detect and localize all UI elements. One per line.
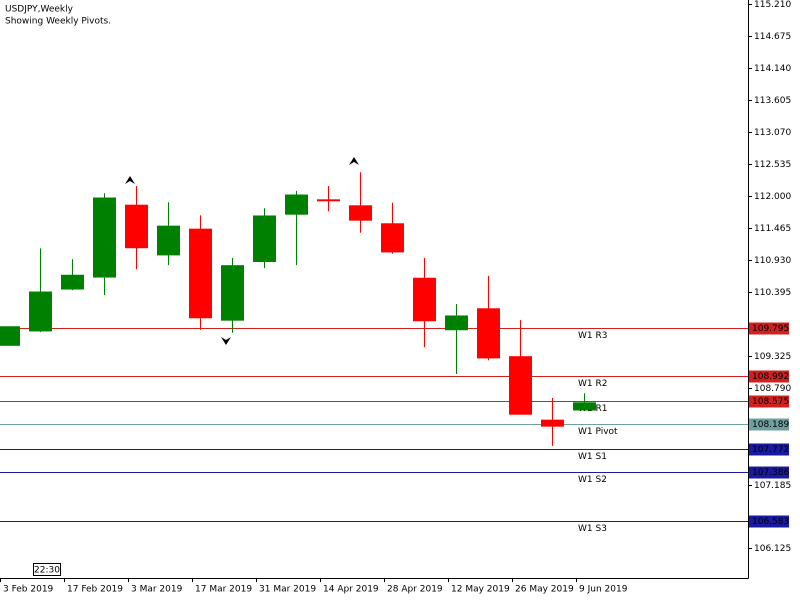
price-tag (749, 395, 789, 408)
y-tick-label: 114.140 (754, 64, 791, 74)
candle-body (125, 204, 148, 249)
x-tick-label: 14 Apr 2019 (323, 585, 379, 595)
y-tick-label: 107.185 (754, 481, 791, 491)
candle-body (253, 215, 276, 262)
pivot-label: W1 S1 (578, 452, 607, 462)
pivot-label: W1 R2 (578, 379, 607, 389)
candle-body (477, 308, 500, 359)
price-tag-label: 107.386 (752, 468, 789, 478)
candle-body (573, 402, 596, 411)
x-tick-label: 31 Mar 2019 (259, 585, 316, 595)
chart-subtitle: Showing Weekly Pivots. (5, 17, 111, 27)
x-tick-label: 17 Mar 2019 (195, 585, 252, 595)
price-tag (749, 443, 789, 456)
y-tick-label: 113.070 (754, 128, 791, 138)
x-tick-label: 3 Feb 2019 (3, 585, 54, 595)
candle-body (413, 277, 436, 322)
x-tick-label: 28 Apr 2019 (387, 585, 443, 595)
candle-body (157, 225, 180, 256)
candle-body (445, 315, 468, 331)
price-tag (749, 370, 789, 383)
x-tick-label: 17 Feb 2019 (67, 585, 123, 595)
fractal-up (125, 176, 135, 184)
y-tick-label: 109.325 (754, 352, 791, 362)
candle-body (93, 197, 116, 278)
y-tick-label: 114.675 (754, 32, 791, 42)
price-tag (749, 322, 789, 335)
candle-body (509, 356, 532, 415)
price-tag (749, 466, 789, 479)
y-tick-label: 110.395 (754, 288, 791, 298)
price-tag-label: 108.992 (752, 372, 789, 382)
price-tag-label: 108.189 (752, 420, 789, 430)
time-label: 22:30 (34, 566, 60, 576)
candle-body (29, 291, 52, 332)
candle-body (317, 199, 340, 202)
price-tag-label: 108.575 (752, 397, 789, 407)
x-tick-label: 3 Mar 2019 (131, 585, 183, 595)
price-tag (749, 418, 789, 431)
x-tick-label: 26 May 2019 (515, 585, 574, 595)
fractal-up (349, 157, 359, 165)
candle-body (61, 274, 84, 290)
chart-title: USDJPY,Weekly (5, 5, 74, 15)
y-tick-label: 106.125 (754, 544, 791, 554)
pivot-label: W1 S3 (578, 524, 607, 534)
candle-body (541, 419, 564, 427)
candle-body (285, 194, 308, 215)
candle-body (0, 326, 20, 346)
pivot-label: W1 R3 (578, 331, 607, 341)
candle-body (381, 223, 404, 253)
time-box (33, 563, 61, 576)
y-tick-label: 113.605 (754, 96, 791, 106)
fractal-down (221, 337, 231, 345)
candle-body (349, 205, 372, 221)
x-tick-label: 9 Jun 2019 (579, 585, 628, 595)
candle-body (221, 265, 244, 321)
y-tick-label: 108.790 (754, 384, 791, 394)
price-tag-label: 106.583 (752, 517, 789, 527)
price-tag-label: 109.795 (752, 324, 789, 334)
x-tick-label: 12 May 2019 (451, 585, 510, 595)
y-tick-label: 110.930 (754, 256, 791, 266)
y-tick-label: 112.535 (754, 160, 791, 170)
pivot-label: W1 Pivot (578, 427, 618, 437)
y-tick-label: 112.000 (754, 192, 791, 202)
y-tick-label: 111.465 (754, 224, 791, 234)
pivot-label: W1 S2 (578, 475, 607, 485)
price-tag-label: 107.772 (752, 445, 789, 455)
candle-body (189, 228, 212, 319)
price-tag (749, 515, 789, 528)
plot-layer: 115.210 114.675 114.140 113.605 113.070 112.5… (0, 0, 791, 554)
y-tick-label: 115.210 (754, 0, 791, 10)
